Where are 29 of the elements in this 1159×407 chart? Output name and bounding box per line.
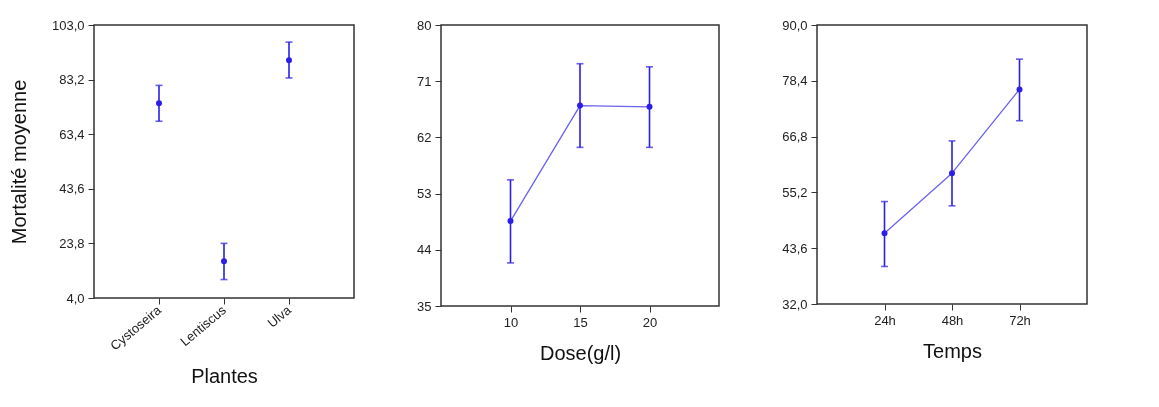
y-tick-label: 44 bbox=[417, 242, 432, 258]
x-axis-title: Temps bbox=[923, 339, 982, 362]
y-tick-label: 83,2 bbox=[59, 72, 85, 88]
x-tick-label: Ulva bbox=[264, 301, 295, 331]
y-tick-label: 4,0 bbox=[66, 290, 85, 306]
x-tick-label: 10 bbox=[503, 314, 519, 330]
x-axis-title: Dose(g/l) bbox=[539, 341, 622, 364]
x-tick-label: 15 bbox=[573, 314, 588, 330]
y-tick-label: 78,4 bbox=[782, 73, 808, 89]
y-tick-label: 43,6 bbox=[59, 181, 85, 197]
y-tick-label: 66,8 bbox=[782, 129, 808, 145]
y-tick-label: 80 bbox=[417, 17, 432, 33]
y-tick-label: 71 bbox=[417, 73, 432, 89]
x-tick-label: 72h bbox=[1009, 312, 1031, 328]
y-tick-label: 62 bbox=[417, 129, 432, 145]
y-tick-label: 32,0 bbox=[782, 296, 808, 312]
y-axis-title: Mortalité moyenne bbox=[7, 79, 30, 245]
y-tick-label: 35 bbox=[417, 298, 432, 314]
y-tick-label: 43,6 bbox=[782, 240, 808, 256]
x-tick-label: 24h bbox=[874, 312, 896, 328]
x-tick-label: 48h bbox=[941, 312, 964, 328]
y-tick-label: 90,0 bbox=[782, 17, 808, 33]
y-tick-label: 63,4 bbox=[59, 126, 85, 142]
x-tick-label: 20 bbox=[642, 314, 658, 330]
y-tick-label: 103,0 bbox=[51, 17, 85, 33]
y-tick-label: 55,2 bbox=[782, 184, 808, 200]
y-tick-label: 53 bbox=[417, 186, 432, 202]
x-axis-title: Plantes bbox=[191, 365, 258, 388]
y-tick-label: 23,8 bbox=[59, 235, 85, 251]
